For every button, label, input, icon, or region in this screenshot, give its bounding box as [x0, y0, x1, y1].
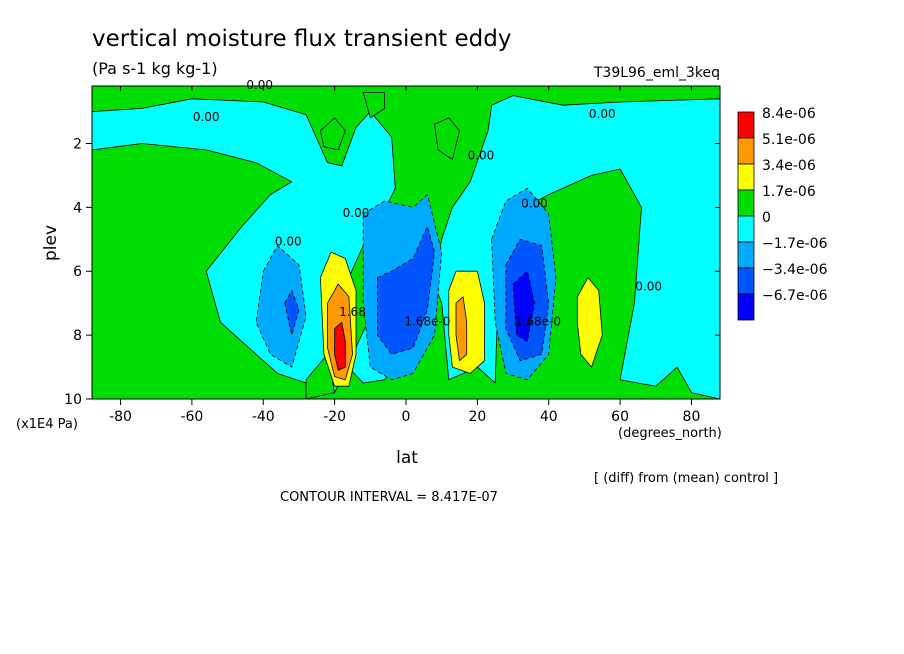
x-tick-label: -40	[252, 409, 275, 425]
legend-swatch	[737, 267, 755, 295]
y-tick-label: 6	[73, 264, 82, 280]
run-label: T39L96_eml_3keq	[593, 65, 720, 81]
y-tick-label: 8	[73, 328, 82, 344]
legend-label: 1.7e-06	[762, 184, 816, 200]
legend-swatch	[737, 241, 755, 269]
contour-fill-regions	[92, 86, 720, 399]
contour-region-neg2	[284, 289, 300, 336]
chart-units: (Pa s-1 kg kg-1)	[92, 59, 218, 78]
y-axis-ticks: 2 4 6 8 10	[64, 136, 720, 408]
contour-region-positive	[362, 92, 386, 119]
contour-region-pos2	[455, 296, 468, 362]
legend-label: 8.4e-06	[762, 106, 816, 122]
x-tick-label: -20	[323, 409, 346, 425]
contour-label: 0.00	[246, 78, 273, 92]
legend-label: −6.7e-06	[762, 288, 828, 304]
y-tick-label: 10	[64, 392, 82, 408]
contour-label: 1.68	[339, 305, 366, 319]
legend-label: 0	[762, 210, 771, 226]
legend-label: 3.4e-06	[762, 158, 816, 174]
contour-label: 0.00	[275, 235, 302, 249]
x-tick-label: 40	[540, 409, 558, 425]
legend-swatch	[737, 215, 755, 243]
contour-region-neg3	[512, 270, 535, 342]
contour-label: 0.00	[343, 206, 370, 220]
contour-label: 0.00	[468, 148, 495, 162]
contour-region-neg1	[255, 245, 307, 368]
contour-label: 0.00	[193, 110, 220, 124]
legend-swatch	[737, 137, 755, 165]
y-axis-units: (x1E4 Pa)	[16, 417, 78, 432]
contour-label: 1.68e-0	[404, 315, 450, 329]
contour-labels: 0.00 0.00 0.00 0.00 0.00 0.00 0.00 0.00 1.68e-0 1…	[193, 78, 662, 328]
contour-label: 0.00	[635, 279, 662, 293]
color-legend: 8.4e-06 5.1e-06 3.4e-06 1.7e-06 0 −1.7e-06 −3.…	[737, 106, 828, 321]
contour-label: 0.00	[589, 107, 616, 121]
x-tick-label: -60	[180, 409, 203, 425]
x-axis-units: (degrees_north)	[618, 426, 722, 441]
chart-title: vertical moisture flux transient eddy	[92, 26, 511, 52]
contour-label: 1.68e-0	[515, 315, 561, 329]
contour-region-pos3	[334, 321, 346, 371]
legend-label: −3.4e-06	[762, 262, 828, 278]
contour-region-neg2	[377, 226, 435, 355]
y-tick-label: 4	[73, 200, 82, 216]
contour-region-positive	[319, 117, 346, 151]
contour-interval: CONTOUR INTERVAL = 8.417E-07	[280, 490, 498, 505]
legend-swatch	[737, 189, 755, 217]
legend-swatch	[737, 293, 755, 321]
x-tick-label: 20	[468, 409, 486, 425]
diff-note: [ (diff) from (mean) control ]	[594, 471, 778, 486]
legend-swatch	[737, 111, 755, 139]
x-axis-label: lat	[396, 448, 418, 468]
contour-region-pos1	[576, 277, 603, 368]
legend-label: 5.1e-06	[762, 132, 816, 148]
x-axis-ticks: -80 -60 -40 -20 0 20 40 60 80	[109, 86, 700, 425]
y-axis-label: plev	[41, 225, 61, 261]
legend-swatch	[737, 163, 755, 191]
contour-label: 0.00	[521, 196, 548, 210]
x-tick-label: 0	[402, 409, 411, 425]
y-tick-label: 2	[73, 136, 82, 152]
legend-label: −1.7e-06	[762, 236, 828, 252]
x-tick-label: 60	[611, 409, 629, 425]
x-tick-label: -80	[109, 409, 132, 425]
x-tick-label: 80	[683, 409, 701, 425]
contour-region-positive	[434, 117, 460, 160]
